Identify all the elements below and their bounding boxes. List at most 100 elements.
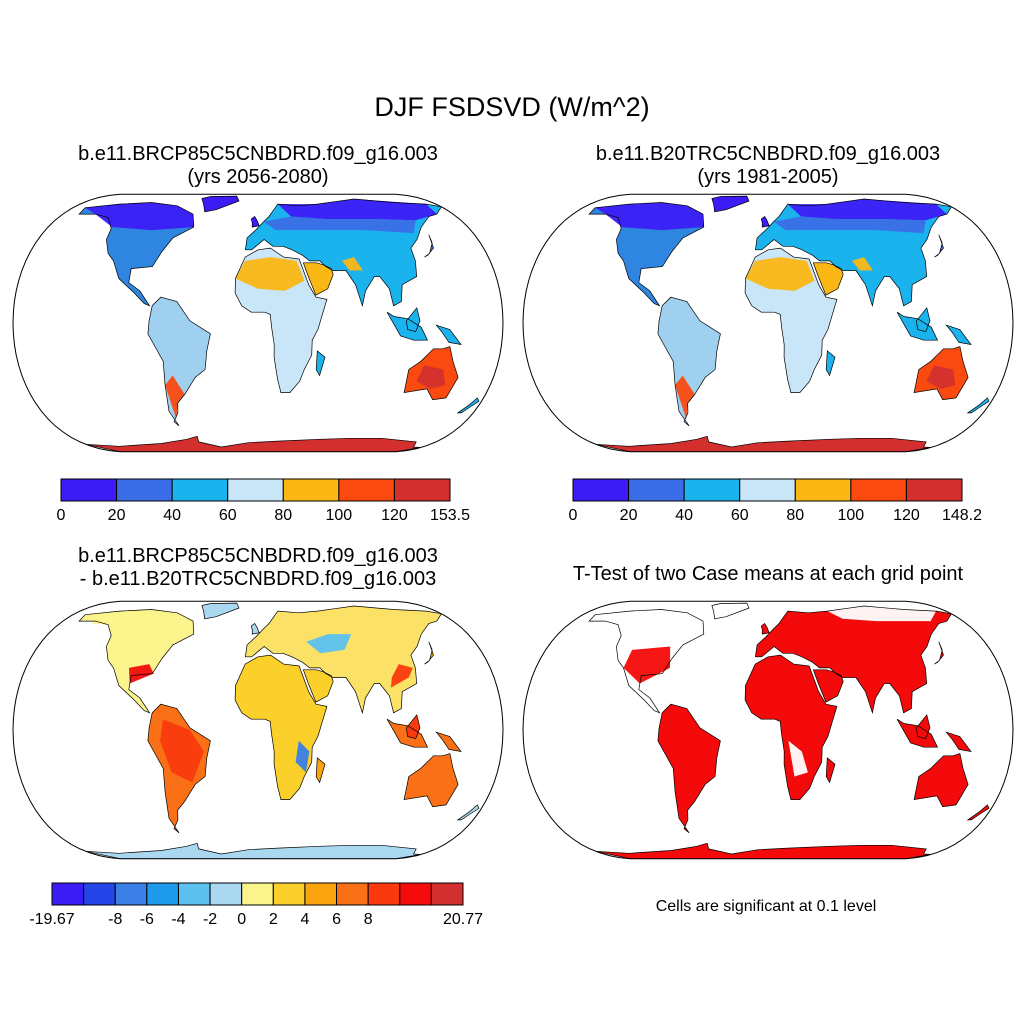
panel-a-field-patch-0 <box>85 202 194 231</box>
panel-d-field-patch-1 <box>788 740 808 777</box>
panel-b-region-newguinea <box>946 325 971 345</box>
panel-d-title: T-Test of two Case means at each grid po… <box>572 563 964 585</box>
panel-c-coastline-nz <box>456 804 480 821</box>
panel-d-coastline-samerica <box>657 703 721 834</box>
colorbar-a-swatch-2 <box>171 478 229 502</box>
panel-b-region-antarctica <box>595 436 931 452</box>
panel-c-coastline-samerica <box>147 703 211 834</box>
colorbar-c-swatch-12 <box>430 882 464 906</box>
colorbar-c-swatch-6 <box>241 882 274 906</box>
panel-d-region-uk <box>761 623 770 635</box>
colorbar-c-swatch-2 <box>114 882 148 906</box>
panel-b-coastline-namerica <box>588 202 705 307</box>
panel-d-coastline-indonesia <box>896 718 939 748</box>
panel-c-field-patch-1 <box>129 664 154 684</box>
panel-c-coastline-namerica <box>78 609 195 714</box>
panel-b-title: b.e11.B20TRC5CNBDRD.f09_g16.003 (yrs 198… <box>596 143 940 189</box>
colorbar-a-swatch-0 <box>60 478 118 502</box>
colorbar-c-swatch-11 <box>399 882 432 906</box>
panel-b-region-arabia <box>813 262 844 296</box>
panel-b-field-patch-2 <box>773 216 926 234</box>
panel-c-coastline-japan <box>424 641 434 665</box>
panel-c-title-line1: b.e11.BRCP85C5CNBDRD.f09_g16.003 <box>78 545 438 567</box>
map-panel-c <box>12 600 504 860</box>
panel-b-title-line1: b.e11.B20TRC5CNBDRD.f09_g16.003 <box>595 143 941 165</box>
panel-b-coastline-indonesia <box>896 311 939 341</box>
colorbar-c-tick-label-6: 2 <box>269 911 278 928</box>
colorbar-c-swatch-9 <box>336 882 369 906</box>
colorbar-b-swatch-2 <box>683 478 741 502</box>
panel-a-coastline-indonesia <box>386 311 429 341</box>
panel-a-title: b.e11.BRCP85C5CNBDRD.f09_g16.003 (yrs 20… <box>78 143 438 189</box>
panel-a-field-patch-3 <box>235 257 305 291</box>
panel-a-region-newguinea <box>436 325 461 345</box>
colorbar-b-tick-label-4: 80 <box>786 507 804 524</box>
panel-b-coastline-nz <box>966 397 990 414</box>
panel-a-field-patch-4 <box>165 375 185 419</box>
panel-d-coastline-japan <box>934 641 944 665</box>
panel-b-coastline-borneo <box>916 307 931 333</box>
colorbar-c-tick-label-10: 20.77 <box>443 911 483 928</box>
panel-c-coastline-eurasia <box>244 605 442 715</box>
colorbar-b-swatch-3 <box>739 478 796 502</box>
panel-c-field-patch-4 <box>390 664 413 688</box>
panel-d-coastline-newguinea <box>945 731 972 752</box>
panel-a-region-uk <box>251 216 260 228</box>
panel-a-region-arabia <box>303 262 334 296</box>
colorbar-b-tick-label-3: 60 <box>731 507 749 524</box>
panel-b-map-border <box>522 193 1014 453</box>
colorbar-b-tick-label-2: 40 <box>675 507 693 524</box>
panel-b-coastline-australia <box>913 346 969 401</box>
colorbar-a-swatch-3 <box>227 478 284 502</box>
figure-title: DJF FSDSVD (W/m^2) <box>374 92 650 122</box>
panel-b-field-patch-3 <box>745 257 815 291</box>
panel-d-region-nz <box>967 804 989 820</box>
panel-c-coastline-indonesia <box>386 718 429 748</box>
colorbar-a-tick-label-4: 80 <box>274 507 292 524</box>
panel-c-title: b.e11.BRCP85C5CNBDRD.f09_g16.003 - b.e11… <box>78 545 438 591</box>
panel-d-coastline-australia <box>913 753 969 808</box>
colorbar-b-swatch-6 <box>905 478 963 502</box>
panel-a-coastline-australia <box>403 346 459 401</box>
panel-d-coastline-borneo <box>916 714 931 740</box>
panel-a-region-samerica <box>147 297 211 426</box>
colorbar-panel-c: -19.67 -8 -6 -4 -2 0 2 4 6 8 20.77 <box>29 882 483 928</box>
panel-d-coastline-namerica <box>588 609 705 714</box>
colorbar-c-swatch-8 <box>304 882 338 906</box>
panel-d-coastline-greenland <box>711 602 750 620</box>
panel-b-field-patch-4 <box>675 375 695 419</box>
colorbar-a-tick-label-7: 153.5 <box>430 507 470 524</box>
panel-b-region-nz <box>967 397 989 413</box>
colorbar-c-swatch-1 <box>83 882 116 906</box>
colorbar-a-tick-label-6: 120 <box>381 507 408 524</box>
panel-a-coastline-namerica <box>78 202 195 307</box>
colorbar-c-tick-label-4: -2 <box>203 911 217 928</box>
panel-c-coastline-borneo <box>406 714 421 740</box>
panel-a-coastline-japan <box>424 234 434 258</box>
panel-b-field-patch-0 <box>595 202 704 231</box>
colorbar-c-tick-label-9: 8 <box>364 911 373 928</box>
map-panel-a <box>12 193 504 453</box>
panel-d-coastline-uk <box>760 622 770 635</box>
colorbar-c-swatch-4 <box>177 882 211 906</box>
colorbar-c-swatch-10 <box>367 882 401 906</box>
colorbar-a-swatch-4 <box>282 478 340 502</box>
colorbar-a-swatch-1 <box>116 478 173 502</box>
colorbar-c-tick-label-0: -19.67 <box>29 911 74 928</box>
panel-c-field-patch-2 <box>306 634 352 654</box>
panel-a-title-line2: (yrs 2056-2080) <box>187 166 329 188</box>
panel-b-field-patch-5 <box>926 365 956 389</box>
panel-b-title-line2: (yrs 1981-2005) <box>697 166 839 188</box>
panel-b-region-borneo <box>916 307 930 332</box>
panel-d-region-eurasia <box>755 606 952 713</box>
panel-d-coastline-eurasia <box>754 605 952 715</box>
panel-d-region-australia <box>914 753 969 807</box>
colorbar-c-tick-label-7: 4 <box>300 911 309 928</box>
panel-d-coastline-madagascar <box>825 757 836 784</box>
colorbar-c-swatch-0 <box>51 882 85 906</box>
panel-d-map-border <box>522 600 1014 860</box>
panel-a-coastline-africa <box>234 247 328 393</box>
colorbar-c-swatch-7 <box>272 882 306 906</box>
panel-c-field-patch-3 <box>295 740 310 773</box>
panel-a-coastline-borneo <box>406 307 421 333</box>
